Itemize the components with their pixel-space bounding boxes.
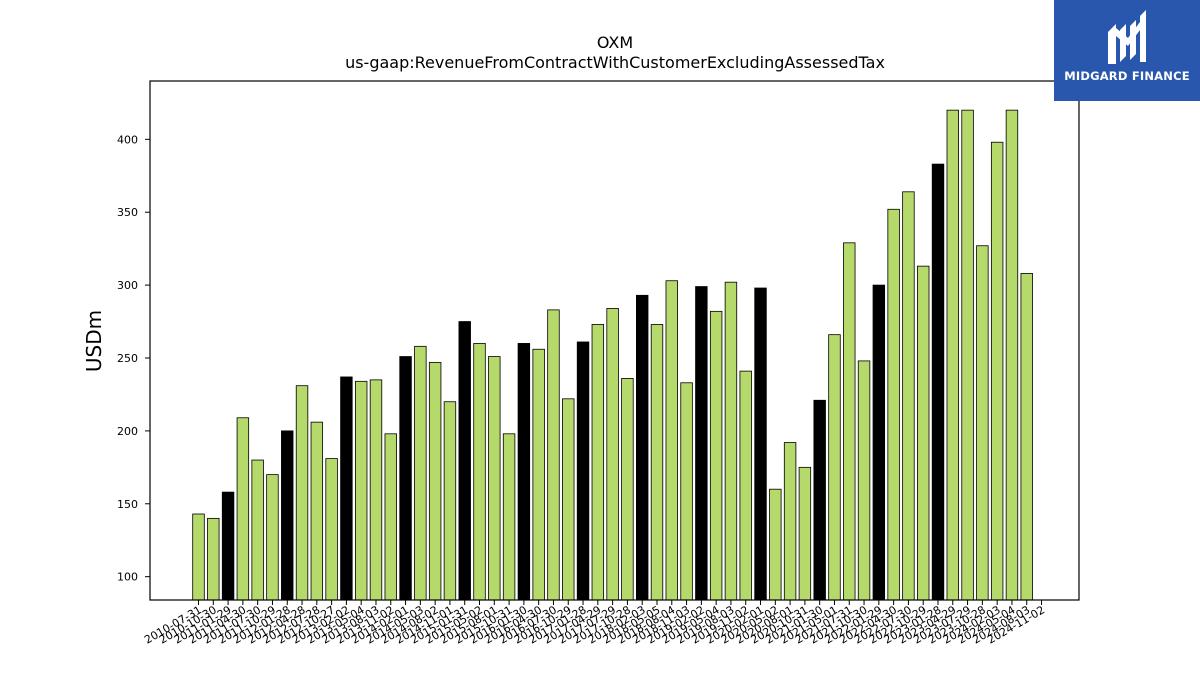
plot-frame [149, 80, 1080, 601]
bar [887, 208, 900, 601]
bar [502, 433, 516, 601]
bar [369, 379, 383, 601]
bar [636, 294, 649, 601]
bar [295, 385, 309, 601]
bar [754, 287, 767, 601]
bar [428, 361, 442, 601]
bar [931, 163, 945, 601]
bar [517, 343, 531, 601]
bar [414, 345, 427, 601]
bar [680, 382, 693, 601]
x-axis-ticks: 2010-07-312010-10-302011-01-292011-04-30… [142, 600, 1047, 647]
bar [576, 341, 590, 601]
bar [606, 308, 619, 601]
bar [562, 398, 575, 601]
y-tick-label: 200 [117, 425, 138, 438]
bar [221, 491, 235, 601]
y-tick-label: 250 [117, 352, 138, 365]
bar [488, 356, 501, 601]
bar [650, 324, 664, 601]
bar [354, 380, 368, 601]
bar [236, 417, 250, 601]
bar [473, 343, 486, 601]
bar [443, 401, 457, 601]
bar [192, 513, 205, 601]
y-tick-label: 100 [117, 571, 138, 584]
bar [621, 377, 634, 601]
bar [547, 309, 560, 601]
bar [872, 284, 886, 601]
bars-group [192, 109, 1033, 601]
bar [665, 280, 678, 601]
y-tick-label: 350 [117, 206, 138, 219]
bar [769, 488, 782, 601]
bar [946, 109, 959, 601]
bar [695, 286, 708, 601]
y-axis-label: USDm [82, 310, 106, 372]
bar [1005, 109, 1019, 601]
bar [266, 474, 279, 601]
bar [976, 245, 989, 601]
bar [399, 356, 412, 601]
y-tick-label: 300 [117, 279, 138, 292]
y-tick-label: 400 [117, 133, 138, 146]
bar [325, 458, 338, 601]
chart-subtitle: us-gaap:RevenueFromContractWithCustomerE… [345, 53, 885, 72]
bar [917, 265, 930, 601]
bar [310, 421, 324, 601]
bar [857, 360, 871, 601]
brand-logo: MIDGARD FINANCE [1054, 0, 1200, 101]
bar [281, 430, 294, 601]
brand-name: MIDGARD FINANCE [1064, 69, 1190, 83]
bar [1020, 273, 1033, 601]
bar [990, 141, 1004, 601]
chart-title: OXM [597, 33, 633, 52]
bar [813, 399, 826, 601]
midgard-m-icon [1108, 10, 1146, 64]
bar [458, 321, 471, 601]
y-tick-label: 150 [117, 498, 138, 511]
bar [532, 348, 545, 601]
bar [739, 370, 752, 601]
bar [783, 442, 797, 601]
bar [709, 310, 723, 601]
bar [902, 191, 915, 601]
y-axis-ticks: 100 150 200 250 300 350 400 [117, 133, 150, 584]
bar [961, 109, 974, 601]
bar [843, 242, 856, 601]
bar [798, 466, 812, 601]
bar [384, 433, 397, 601]
bar [828, 334, 841, 601]
bar [724, 281, 738, 601]
bar [340, 376, 353, 601]
bar [207, 517, 220, 601]
bar [251, 459, 264, 601]
bar [591, 324, 605, 601]
